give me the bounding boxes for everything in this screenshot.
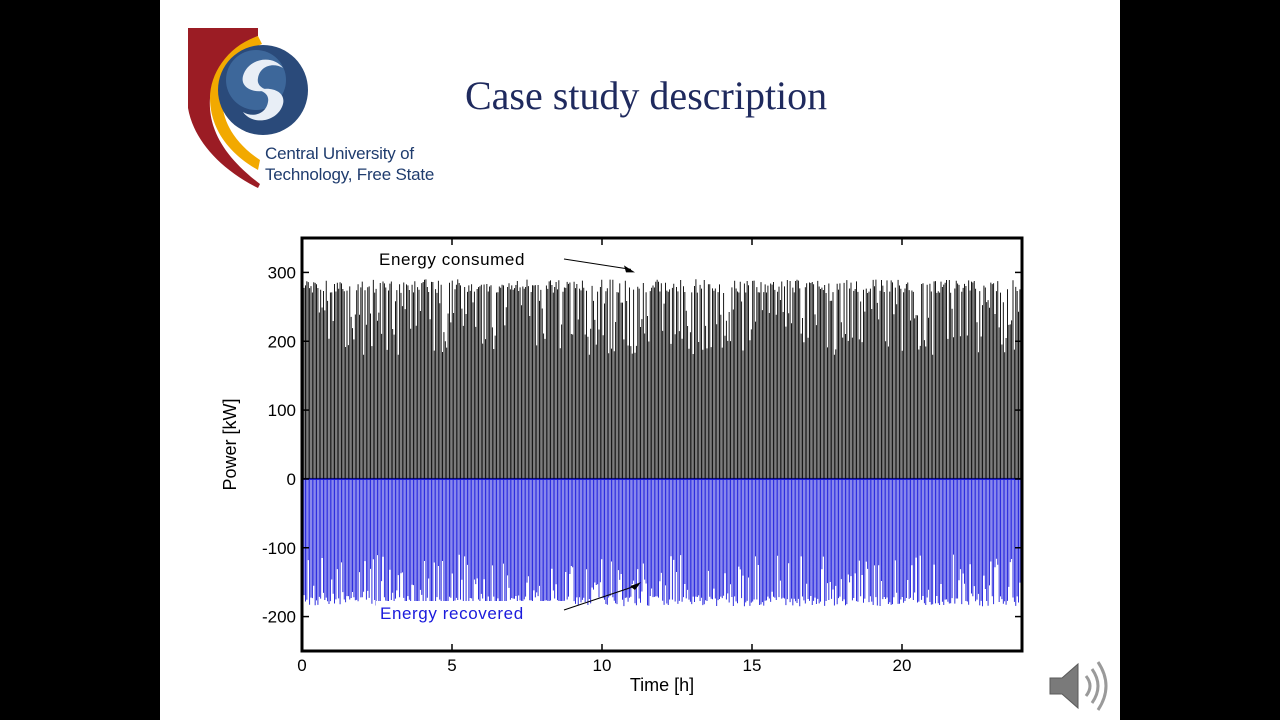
speaker-icon[interactable] [1046, 656, 1116, 716]
y-axis-label: Power [kW] [220, 398, 240, 490]
y-tick-label: 200 [268, 332, 296, 351]
x-tick-label: 10 [593, 656, 612, 675]
slide-title: Case study description [465, 73, 828, 118]
y-tick-label: -100 [262, 539, 296, 558]
logo-swirl-bottom [243, 88, 284, 121]
series-energy-recovered [302, 477, 1022, 607]
plot-frame [300, 236, 1024, 653]
power-chart: 0 5 10 15 20 -200 -100 0 100 200 300 Time [h] Power … [220, 236, 1024, 695]
logo-text-line1: Central University of [265, 144, 414, 163]
arrowhead-energy-recovered [630, 582, 641, 591]
y-tick-label: -200 [262, 608, 296, 627]
slide: Central University of Technology, Free S… [160, 0, 1120, 720]
series-energy-consumed [302, 279, 1022, 479]
university-logo: Central University of Technology, Free S… [188, 28, 448, 188]
annotation-energy-recovered: Energy recovered [380, 604, 524, 623]
consumed-spikes [302, 279, 1022, 479]
y-tick-label: 100 [268, 401, 296, 420]
zero-baseline [302, 477, 1022, 480]
arrowhead-energy-consumed [624, 265, 635, 273]
y-tick-label: 0 [287, 470, 296, 489]
x-axis-label: Time [h] [630, 675, 694, 695]
logo-swirl-top [242, 59, 283, 92]
chart-axes: 0 5 10 15 20 -200 -100 0 100 200 300 Time [h] Power … [220, 236, 1024, 695]
x-tick-label: 20 [893, 656, 912, 675]
x-tick-label: 15 [743, 656, 762, 675]
y-tick-label: 300 [268, 263, 296, 282]
logo-text-line2: Technology, Free State [265, 165, 435, 184]
annotation-bg-consumed [376, 247, 566, 269]
annotation-bg-recovered [376, 601, 566, 625]
arrow-energy-recovered [563, 584, 639, 611]
annotation-energy-consumed: Energy consumed [379, 250, 525, 269]
x-tick-label: 0 [297, 656, 306, 675]
chart-annotations: Energy consumed Energy recovered [376, 247, 641, 625]
arrow-energy-consumed [563, 258, 632, 270]
x-tick-label: 5 [447, 656, 456, 675]
recovered-spikes [302, 478, 1022, 607]
university-logo-emblem [188, 28, 308, 188]
logo-maroon-shield [188, 28, 260, 188]
